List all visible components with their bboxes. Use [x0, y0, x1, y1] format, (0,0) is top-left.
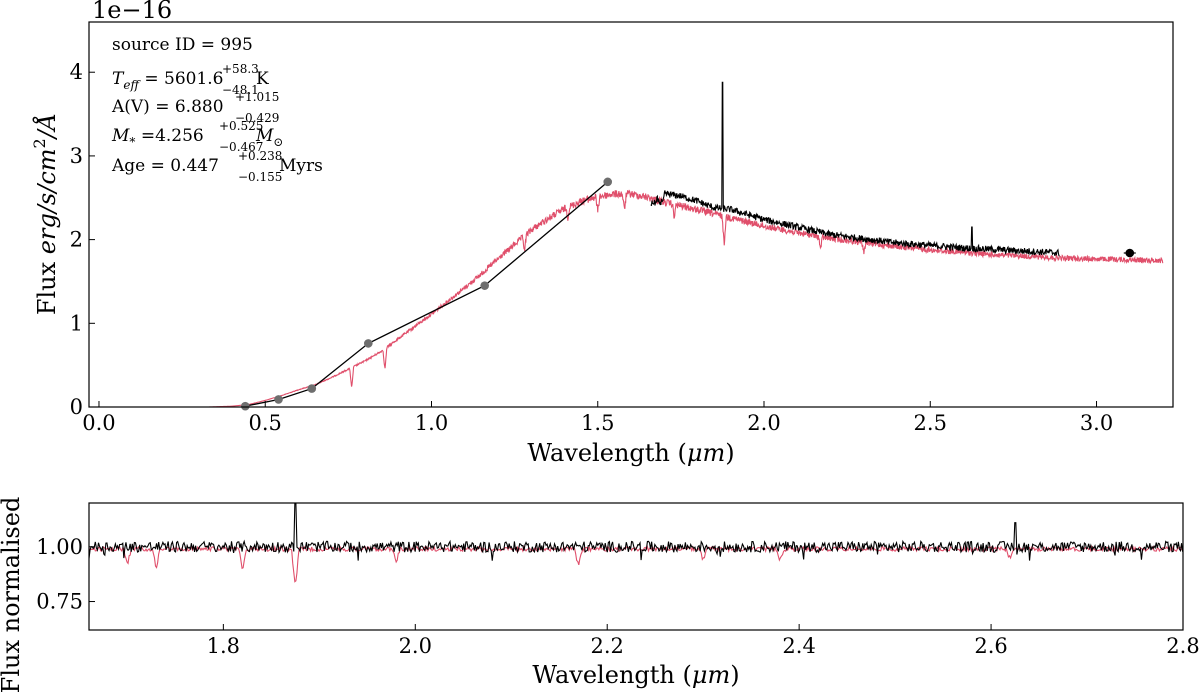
mass-label: M* =4.256	[111, 126, 204, 149]
mass-lower-error: −0.467	[219, 140, 263, 154]
photometry-point	[307, 384, 317, 393]
teff-unit: K	[256, 69, 269, 89]
age-upper-error: +0.238	[238, 149, 282, 163]
photometry-outlier-point	[1125, 248, 1135, 258]
sed-y-axis-label: Flux erg/s/cm2/Å	[30, 113, 61, 315]
sed-y-tick-label: 4	[70, 60, 83, 84]
normalised-y-tick-label: 1.00	[36, 535, 83, 559]
sed-x-ticks: 0.0 0.5 1.0 1.5 2.0 2.5 3.0	[82, 401, 1113, 435]
observed-spectrum-line	[650, 81, 1060, 257]
teff-upper-error: +58.3	[222, 62, 259, 76]
normalised-x-axis-label: Wavelength (μm)	[532, 661, 739, 689]
normalised-x-tick-label: 2.0	[399, 634, 432, 658]
age-lower-error: −0.155	[238, 170, 282, 184]
sed-x-tick-label: 2.5	[914, 411, 947, 435]
sed-plot-frame	[88, 21, 1174, 408]
normalised-panel: 1.8 2.0 2.2 2.4 2.6 2.8 0.75 1.00 Flux normali…	[0, 497, 1200, 694]
sed-series-group	[208, 81, 1164, 411]
normalised-y-tick-label: 0.75	[36, 590, 83, 614]
mass-upper-error: +0.525	[219, 119, 263, 133]
normalised-x-tick-label: 2.4	[782, 634, 815, 658]
normalised-y-axis-label: Flux normalised	[0, 497, 25, 693]
teff-label: Teff = 5601.6	[112, 69, 224, 92]
normalised-model-line	[89, 545, 1183, 583]
fit-annotations: source ID = 995 Teff = 5601.6 +58.3 −48.…	[111, 35, 323, 184]
normalised-x-tick-label: 2.8	[1166, 634, 1199, 658]
sed-x-tick-label: 3.0	[1080, 411, 1113, 435]
normalised-x-tick-label: 1.8	[207, 634, 240, 658]
av-lower-error: −0.429	[235, 111, 279, 125]
photometry-point	[480, 281, 489, 290]
mass-unit: M⊙	[255, 126, 283, 149]
sed-y-tick-label: 0	[70, 395, 83, 419]
photometry-point	[603, 177, 613, 187]
normalised-plot-frame	[88, 502, 1184, 631]
normalised-x-tick-label: 2.2	[591, 634, 624, 658]
age-unit: Myrs	[279, 156, 323, 176]
sed-y-tick-label: 2	[70, 228, 83, 252]
model-spectrum-line	[208, 189, 1164, 408]
sed-panel: 0.0 0.5 1.0 1.5 2.0 2.5 3.0 0 1 2 3 4 1e−16 Flux e…	[30, 0, 1174, 467]
source-id-label: source ID = 995	[112, 35, 253, 55]
normalised-series-group	[89, 503, 1183, 583]
teff-lower-error: −48.1	[222, 83, 259, 97]
sed-y-ticks: 0 1 2 3 4	[70, 60, 95, 419]
sed-x-axis-label: Wavelength (μm)	[527, 439, 734, 467]
av-upper-error: +1.015	[235, 90, 279, 104]
sed-x-tick-label: 0.5	[249, 411, 282, 435]
normalised-spectrum-line	[89, 503, 1183, 561]
sed-y-tick-label: 1	[70, 311, 83, 335]
photometry-point	[364, 339, 373, 348]
sed-offset-text: 1e−16	[92, 0, 172, 24]
photometry-point	[274, 395, 283, 404]
age-label: Age = 0.447	[111, 156, 219, 176]
normalised-x-ticks: 1.8 2.0 2.2 2.4 2.6 2.8	[207, 624, 1200, 658]
normalised-y-ticks: 0.75 1.00	[36, 535, 95, 614]
normalised-x-tick-label: 2.6	[974, 634, 1007, 658]
av-label: A(V) = 6.880	[111, 97, 224, 117]
sed-x-tick-label: 1.0	[415, 411, 448, 435]
sed-y-tick-label: 3	[70, 144, 83, 168]
photometry-connector-line	[245, 181, 609, 407]
sed-x-tick-label: 1.5	[581, 411, 614, 435]
photometry-point	[240, 401, 250, 411]
sed-x-tick-label: 0.0	[82, 411, 115, 435]
sed-x-tick-label: 2.0	[747, 411, 780, 435]
